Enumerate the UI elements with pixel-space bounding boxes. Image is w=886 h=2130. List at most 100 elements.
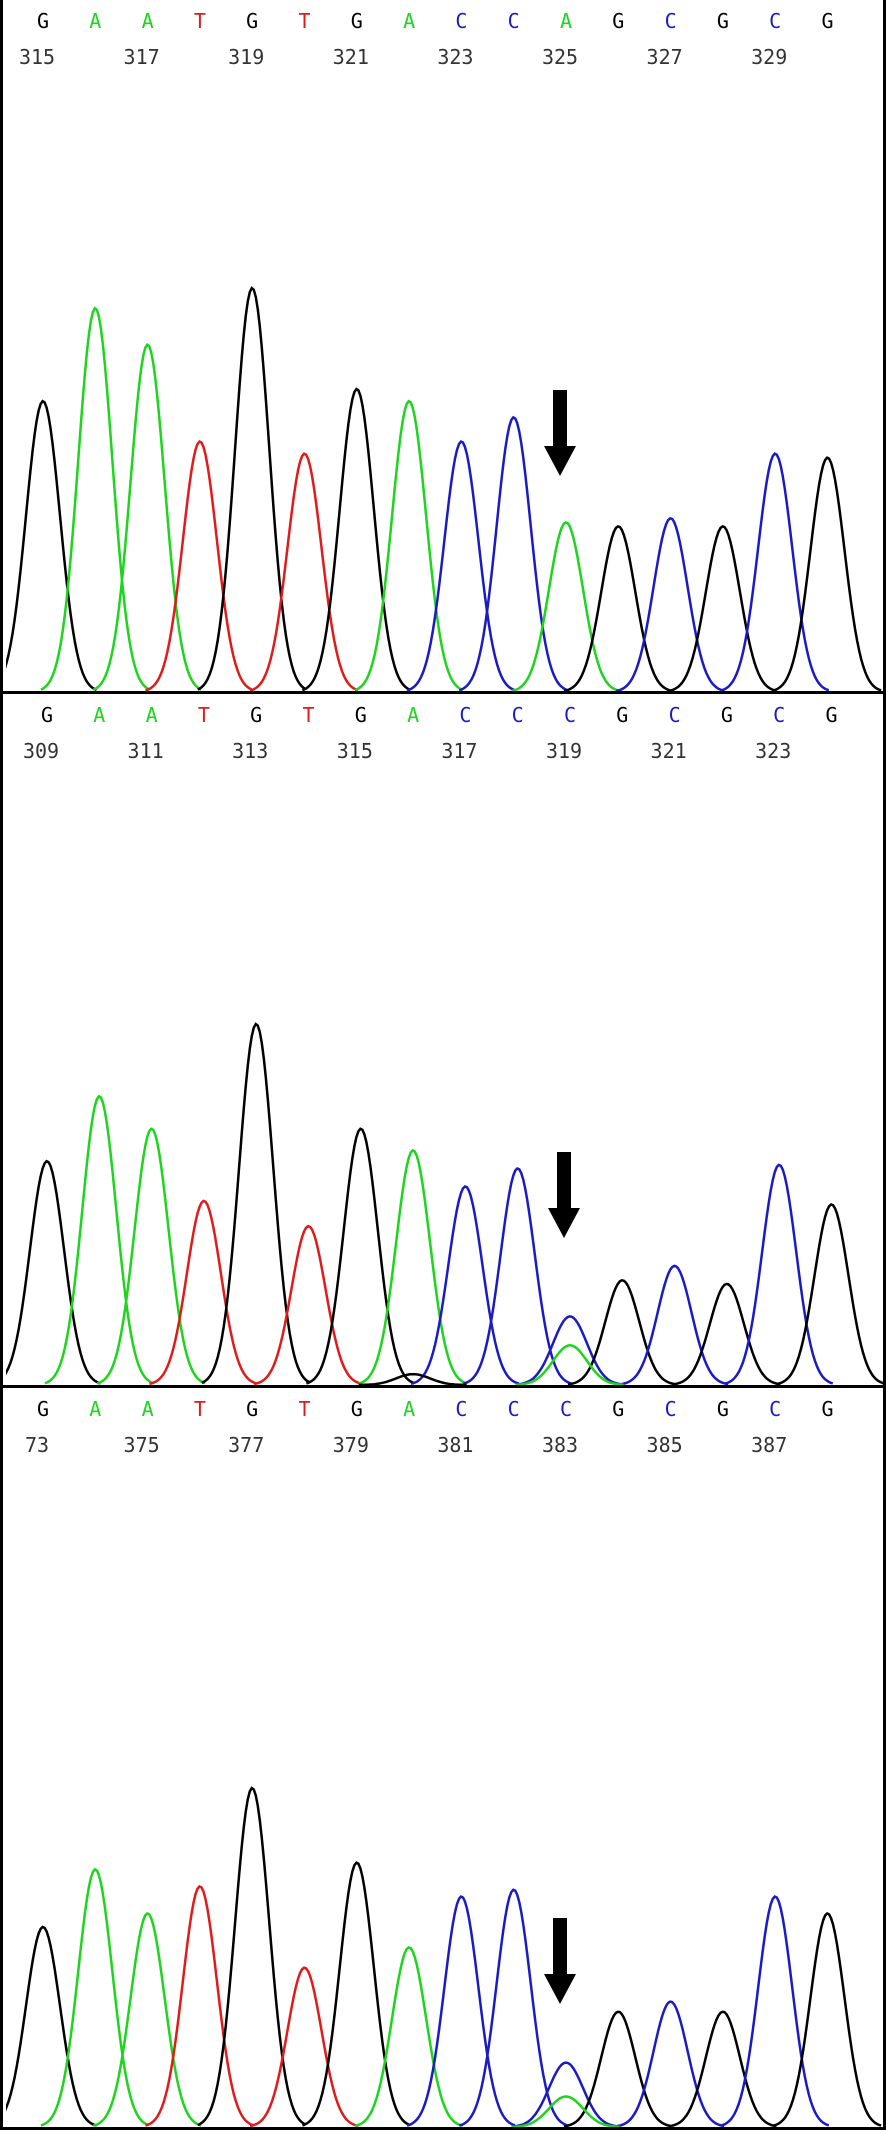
trace-peak-G xyxy=(301,1861,411,2127)
base-call-label: C xyxy=(669,703,681,727)
trace-peak-G xyxy=(668,2010,777,2127)
trace-peak-G xyxy=(772,1912,882,2127)
trace-peak-G xyxy=(197,1786,307,2127)
position-tick-label: 73 xyxy=(25,1433,49,1457)
trace-peak-C xyxy=(406,440,516,692)
base-call-label: C xyxy=(455,9,467,33)
base-call-label: G xyxy=(246,9,258,33)
trace-peak-G xyxy=(301,387,411,692)
trace-peak-A xyxy=(40,1867,150,2127)
trace-peak-C xyxy=(410,1185,520,1386)
position-tick-label: 327 xyxy=(647,45,683,69)
trace-peak-C xyxy=(458,1888,568,2127)
position-tick-label: 377 xyxy=(228,1433,264,1457)
base-call-label: C xyxy=(665,1397,677,1421)
trace-peak-C xyxy=(406,1894,516,2127)
trace-peak-A xyxy=(92,1912,202,2127)
panel-divider xyxy=(3,691,886,694)
position-tick-label: 311 xyxy=(128,739,164,763)
base-call-label: C xyxy=(455,1397,467,1421)
trace-peak-G xyxy=(563,524,673,692)
position-tick-label: 383 xyxy=(542,1433,578,1457)
trace-peak-C xyxy=(615,2000,725,2127)
trace-peak-G xyxy=(672,1282,781,1386)
position-tick-label: 375 xyxy=(124,1433,160,1457)
base-call-label: G xyxy=(717,9,729,33)
base-call-label: G xyxy=(717,1397,729,1421)
position-tick-label: 315 xyxy=(337,739,373,763)
trace-peak-T xyxy=(249,1966,359,2127)
base-call-label: G xyxy=(246,1397,258,1421)
base-call-label: G xyxy=(821,1397,833,1421)
base-call-label: G xyxy=(37,9,49,33)
base-call-label: G xyxy=(250,703,262,727)
trace-peak-A xyxy=(92,342,202,692)
trace-peak-C xyxy=(515,1315,624,1386)
secondary-peak-G xyxy=(358,1372,467,1386)
trace-peak-G xyxy=(197,286,307,691)
trace-peak-G xyxy=(668,524,777,692)
base-call-label: C xyxy=(665,9,677,33)
secondary-peak-A xyxy=(511,2095,620,2127)
base-call-label: G xyxy=(37,1397,49,1421)
base-call-label: C xyxy=(769,9,781,33)
trace-peak-T xyxy=(253,1224,363,1386)
base-call-label: A xyxy=(142,9,154,33)
base-call-label: T xyxy=(194,1397,206,1421)
base-call-label: C xyxy=(773,703,785,727)
trace-peak-A xyxy=(354,399,464,692)
trace-peak-C xyxy=(620,1264,729,1386)
trace-peak-A xyxy=(511,520,620,692)
trace-peak-A xyxy=(358,1148,468,1385)
trace-peak-A xyxy=(96,1127,206,1385)
trace-peak-C xyxy=(462,1167,572,1385)
trace-peak-G xyxy=(201,1022,311,1384)
trace-peak-G xyxy=(6,1925,97,2127)
trace-peak-G xyxy=(772,456,882,692)
base-call-label: A xyxy=(142,1397,154,1421)
trace-peak-T xyxy=(149,1199,258,1386)
trace-peak-T xyxy=(145,440,254,692)
trace-peak-A xyxy=(44,1094,154,1385)
position-tick-label: 381 xyxy=(437,1433,473,1457)
position-tick-label: 319 xyxy=(228,45,264,69)
base-call-label: T xyxy=(194,9,206,33)
base-call-label: G xyxy=(351,1397,363,1421)
panel-divider xyxy=(3,1385,886,1388)
position-tick-label: 317 xyxy=(124,45,160,69)
chromatogram-3-svg: G A A T G T G A C C C G C G C G 73 375 377 379 381 383 385 387 xyxy=(6,1397,882,2127)
trace-peak-G xyxy=(305,1127,415,1385)
chromatogram-2-svg: G A A T G T G A C C C G C G C G 309 311 313 315 317 319 321 323 xyxy=(6,703,886,1386)
position-tick-label: 385 xyxy=(647,1433,683,1457)
base-call-label: T xyxy=(298,1397,310,1421)
position-tick-label: 309 xyxy=(23,739,59,763)
trace-peak-A xyxy=(40,306,150,691)
base-call-label: G xyxy=(41,703,53,727)
position-tick-label: 319 xyxy=(546,739,582,763)
base-call-label: C xyxy=(508,9,520,33)
position-tick-label: 387 xyxy=(751,1433,787,1457)
base-call-label: A xyxy=(407,703,419,727)
chromatogram-panel-1: G A A T G T G A C C A G C G C G 315 317 319 321 323 325 327 329 xyxy=(6,0,886,692)
base-call-label: G xyxy=(616,703,628,727)
trace-peak-C xyxy=(511,2061,620,2127)
variant-arrow xyxy=(544,1918,576,2004)
base-call-label: C xyxy=(560,1397,572,1421)
position-tick-label: 325 xyxy=(542,45,578,69)
position-tick-label: 329 xyxy=(751,45,787,69)
variant-arrow xyxy=(544,390,576,476)
trace-peak-G xyxy=(6,399,98,692)
base-call-label: G xyxy=(612,1397,624,1421)
variant-arrow xyxy=(548,1152,580,1238)
base-call-label: G xyxy=(825,703,837,727)
base-call-label: T xyxy=(302,703,314,727)
trace-peak-A xyxy=(354,1945,464,2127)
trace-peak-C xyxy=(724,1163,834,1385)
trace-peak-G xyxy=(776,1203,886,1386)
position-tick-label: 321 xyxy=(651,739,687,763)
base-call-label: G xyxy=(355,703,367,727)
chromatogram-panel-2: G A A T G T G A C C C G C G C G 309 311 313 315 317 319 321 323 xyxy=(6,694,886,1386)
position-tick-label: 321 xyxy=(333,45,369,69)
trace-peak-C xyxy=(720,1894,830,2127)
base-call-label: A xyxy=(89,1397,101,1421)
